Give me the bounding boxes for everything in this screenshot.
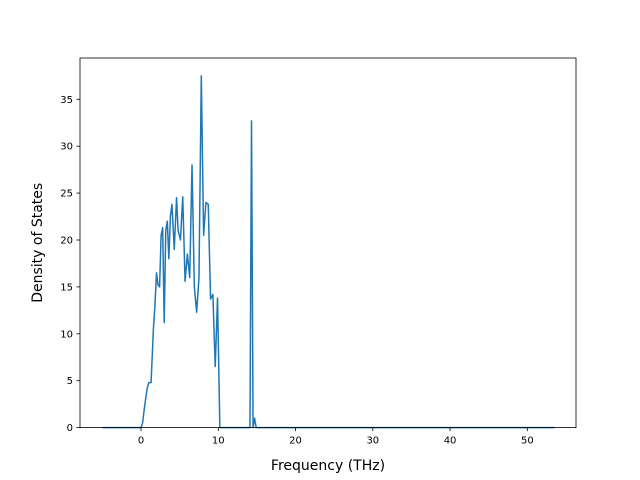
x-axis-ticks: 0 10 20 30 40 50 bbox=[138, 427, 534, 447]
plot-frame bbox=[79, 57, 577, 429]
x-tick-label: 10 bbox=[212, 436, 225, 447]
series-line-0 bbox=[102, 75, 555, 429]
x-tick-label: 50 bbox=[521, 436, 534, 447]
y-tick-label: 30 bbox=[60, 142, 73, 153]
y-tick-label: 25 bbox=[60, 189, 73, 200]
x-tick-label: 0 bbox=[138, 436, 144, 447]
x-tick-label: 40 bbox=[444, 436, 457, 447]
y-tick-label: 20 bbox=[60, 235, 73, 246]
y-axis-ticks: 0 5 10 15 20 25 30 35 bbox=[60, 95, 80, 434]
y-tick-label: 35 bbox=[60, 95, 73, 106]
y-tick-label: 15 bbox=[60, 282, 73, 293]
x-tick-label: 30 bbox=[366, 436, 379, 447]
x-axis-label: Frequency (THz) bbox=[271, 458, 385, 474]
plot-area bbox=[102, 75, 555, 429]
x-tick-label: 20 bbox=[289, 436, 302, 447]
y-tick-label: 5 bbox=[67, 376, 73, 387]
y-tick-label: 10 bbox=[60, 329, 73, 340]
y-axis-label: Density of States bbox=[30, 183, 46, 303]
y-tick-label: 0 bbox=[67, 423, 73, 434]
